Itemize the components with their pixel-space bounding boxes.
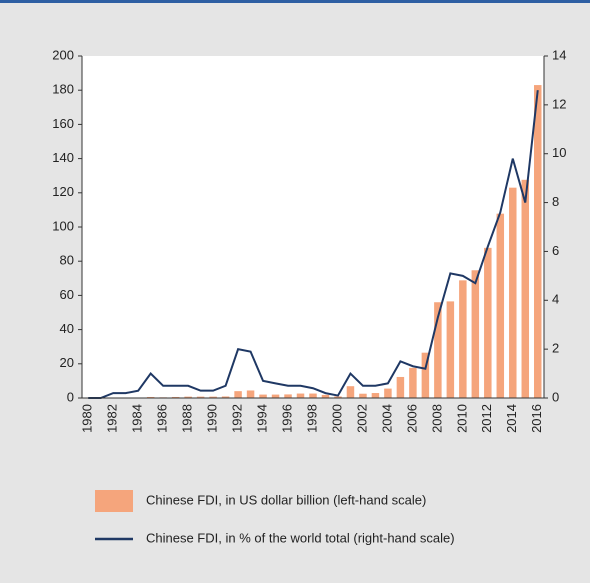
bar xyxy=(309,393,317,398)
bar xyxy=(146,396,155,398)
bar xyxy=(484,247,492,398)
y2-tick-label: 2 xyxy=(552,341,559,356)
x-tick-label: 2000 xyxy=(329,404,344,433)
y2-tick-label: 8 xyxy=(552,194,559,209)
bar xyxy=(271,394,280,398)
x-tick-label: 2012 xyxy=(479,404,494,433)
bar xyxy=(396,376,405,398)
y-tick-label: 0 xyxy=(67,389,74,404)
bar xyxy=(296,393,305,398)
line xyxy=(88,90,539,399)
x-tick-label: 2008 xyxy=(429,404,444,433)
y2-tick-label: 14 xyxy=(552,47,566,62)
legend-swatch-bar xyxy=(95,490,133,512)
y-tick-label: 100 xyxy=(52,218,74,233)
x-tick-label: 1998 xyxy=(304,404,319,433)
y2-tick-label: 12 xyxy=(552,96,566,111)
bar xyxy=(471,270,480,398)
x-tick-label: 2014 xyxy=(504,404,519,433)
bar xyxy=(346,386,355,398)
bar xyxy=(284,394,292,398)
y2-tick-label: 6 xyxy=(552,243,559,258)
y-tick-label: 40 xyxy=(60,321,74,336)
legend-label: Chinese FDI, in % of the world total (ri… xyxy=(146,530,455,545)
bar xyxy=(321,394,330,398)
x-tick-label: 2010 xyxy=(454,404,469,433)
x-tick-label: 1980 xyxy=(80,404,95,433)
plot-area xyxy=(82,56,544,398)
x-tick-label: 1994 xyxy=(254,404,269,433)
marks xyxy=(88,85,542,399)
y2-tick-label: 4 xyxy=(552,292,559,307)
x-tick-label: 2016 xyxy=(529,404,544,433)
bar xyxy=(234,391,242,398)
bar xyxy=(446,301,455,398)
bar xyxy=(434,302,442,398)
bar xyxy=(209,396,217,398)
y-tick-label: 200 xyxy=(52,47,74,62)
bar xyxy=(496,213,505,398)
y-tick-label: 120 xyxy=(52,184,74,199)
x-tick-label: 2002 xyxy=(354,404,369,433)
bar xyxy=(184,396,192,398)
y-tick-label: 80 xyxy=(60,253,74,268)
bar xyxy=(259,394,267,398)
bar xyxy=(534,85,542,398)
y-tick-label: 160 xyxy=(52,116,74,131)
y2-tick-label: 0 xyxy=(552,389,559,404)
y-tick-label: 20 xyxy=(60,355,74,370)
bar xyxy=(334,396,342,398)
x-tick-label: 1984 xyxy=(130,404,145,433)
x-tick-label: 1990 xyxy=(205,404,220,433)
y-tick-label: 140 xyxy=(52,150,74,165)
bar xyxy=(196,396,205,398)
x-tick-label: 1996 xyxy=(279,404,294,433)
y-tick-label: 60 xyxy=(60,287,74,302)
top-rule xyxy=(0,0,590,3)
x-tick-label: 1992 xyxy=(230,404,245,433)
bar xyxy=(521,179,530,398)
x-tick-label: 2006 xyxy=(404,404,419,433)
y-tick-label: 180 xyxy=(52,82,74,97)
bar xyxy=(384,388,392,398)
bar xyxy=(509,187,517,398)
x-tick-label: 2004 xyxy=(379,404,394,433)
x-tick-label: 1988 xyxy=(180,404,195,433)
x-tick-label: 1982 xyxy=(105,404,120,433)
bar xyxy=(371,393,380,398)
bar xyxy=(421,352,430,398)
x-tick-label: 1986 xyxy=(155,404,170,433)
bar xyxy=(246,390,255,398)
bar xyxy=(171,396,180,398)
bar xyxy=(409,367,417,398)
bar xyxy=(459,280,467,398)
bar xyxy=(221,396,230,398)
legend-label: Chinese FDI, in US dollar billion (left-… xyxy=(146,492,426,507)
bar xyxy=(359,393,367,398)
y2-tick-label: 10 xyxy=(552,145,566,160)
